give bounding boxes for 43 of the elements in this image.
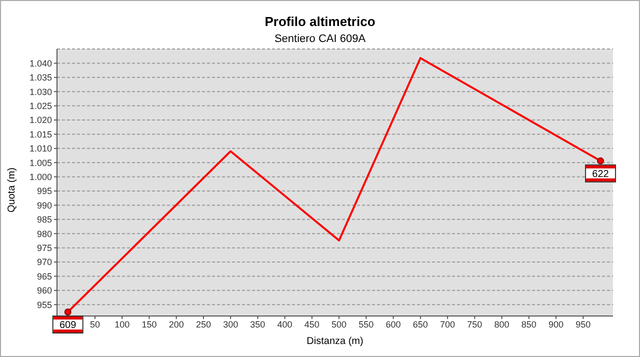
- y-tick-label: 960: [36, 286, 52, 296]
- x-tick-label: 850: [521, 319, 536, 330]
- x-tick-label: 200: [168, 319, 184, 330]
- x-tick-label: 900: [548, 319, 564, 330]
- x-tick-label: 350: [250, 319, 266, 330]
- y-tick-label: 1.010: [29, 144, 52, 154]
- y-axis-title: Quota (m): [6, 167, 18, 212]
- chart-subtitle: Sentiero CAI 609A: [273, 33, 367, 45]
- x-tick-label: 500: [332, 319, 347, 330]
- y-tick-label: 965: [36, 271, 52, 282]
- y-tick-label: 980: [36, 228, 52, 239]
- y-tick-label: 1.005: [29, 158, 52, 168]
- x-tick-label: 750: [467, 319, 482, 330]
- x-tick-label: 450: [304, 319, 320, 330]
- x-tick-label: 50: [90, 319, 100, 330]
- x-tick-label: 700: [440, 319, 456, 330]
- y-tick-label: 1.025: [29, 101, 52, 112]
- chart-title: Profilo altimetrico: [264, 14, 376, 29]
- x-tick-label: 600: [386, 319, 401, 330]
- y-tick-label: 1.030: [29, 86, 52, 97]
- x-tick-label: 100: [114, 319, 130, 330]
- x-tick-label: 250: [196, 319, 211, 330]
- y-tick-label: 970: [36, 257, 52, 268]
- y-tick-label: 1.015: [29, 129, 52, 140]
- annotation: 622: [592, 168, 610, 180]
- y-tick-label: 990: [36, 200, 52, 210]
- x-tick-label: 800: [494, 319, 510, 330]
- x-tick-label: 650: [412, 319, 428, 330]
- x-tick-label: 400: [277, 319, 292, 330]
- y-tick-label: 1.040: [29, 58, 52, 68]
- y-tick-label: 995: [36, 186, 52, 196]
- y-tick-label: 955: [36, 300, 52, 310]
- annotation: 609: [60, 320, 77, 332]
- x-axis-title: Distanza (m): [306, 336, 364, 347]
- x-tick-label: 150: [142, 319, 157, 330]
- y-tick-label: 1.000: [29, 172, 52, 182]
- y-tick-label: 1.020: [29, 115, 52, 126]
- y-tick-label: 985: [36, 214, 52, 225]
- y-tick-label: 1.035: [29, 72, 52, 83]
- x-tick-label: 550: [358, 319, 374, 330]
- x-tick-label: 950: [576, 319, 591, 330]
- x-tick-label: 300: [223, 319, 238, 330]
- y-tick-label: 975: [36, 243, 52, 254]
